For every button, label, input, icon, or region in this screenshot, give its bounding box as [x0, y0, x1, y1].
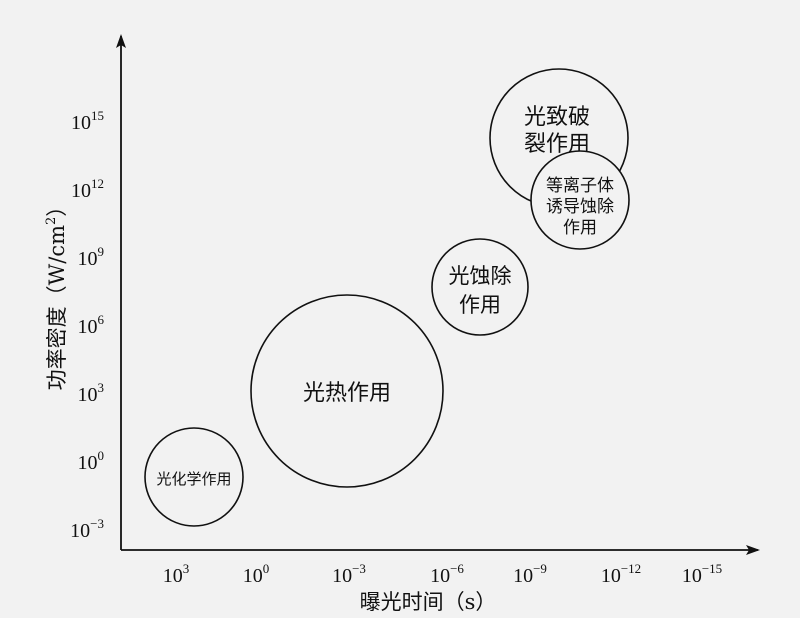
x-tick-label: 10−9 [513, 561, 547, 587]
region-label: 诱导蚀除 [546, 197, 614, 217]
y-axis-title: 功率密度（W/cm2） [44, 196, 69, 391]
region-label: 光化学作用 [156, 470, 231, 488]
x-axis-title: 曝光时间（s） [360, 590, 497, 614]
region-label: 等离子体 [546, 176, 614, 196]
region-photochemical: 光化学作用 [144, 427, 244, 527]
region-plasma-ablation: 等离子体 诱导蚀除 作用 [530, 150, 630, 250]
region-label: 作用 [459, 293, 501, 317]
y-tick-label: 1012 [71, 176, 104, 202]
region-circle [431, 238, 529, 336]
y-tick-label: 103 [78, 380, 105, 406]
region-circle [250, 294, 444, 488]
x-tick-label: 103 [163, 561, 190, 587]
x-tick-labels: 103 100 10−3 10−6 10−9 10−12 10−15 [163, 561, 722, 587]
y-tick-label: 109 [78, 244, 105, 270]
x-tick-label: 100 [243, 561, 270, 587]
y-tick-label: 1015 [71, 108, 104, 134]
region-circle [530, 150, 630, 250]
y-tick-label: 100 [78, 448, 105, 474]
x-tick-label: 10−3 [332, 561, 366, 587]
y-tick-labels: 10−3 100 103 106 109 1012 1015 [70, 108, 104, 542]
region-label: 作用 [563, 218, 597, 238]
region-label: 光致破 [524, 105, 590, 130]
y-tick-label: 106 [78, 312, 105, 338]
y-tick-label: 10−3 [70, 516, 104, 542]
x-tick-label: 10−15 [682, 561, 722, 587]
x-tick-label: 10−6 [430, 561, 464, 587]
region-photoablation: 光蚀除 作用 [431, 238, 529, 336]
region-photothermal: 光热作用 [250, 294, 444, 488]
region-circle [144, 427, 244, 527]
region-label: 光热作用 [303, 381, 391, 406]
region-label: 光蚀除 [449, 264, 512, 288]
x-tick-label: 10−12 [601, 561, 641, 587]
